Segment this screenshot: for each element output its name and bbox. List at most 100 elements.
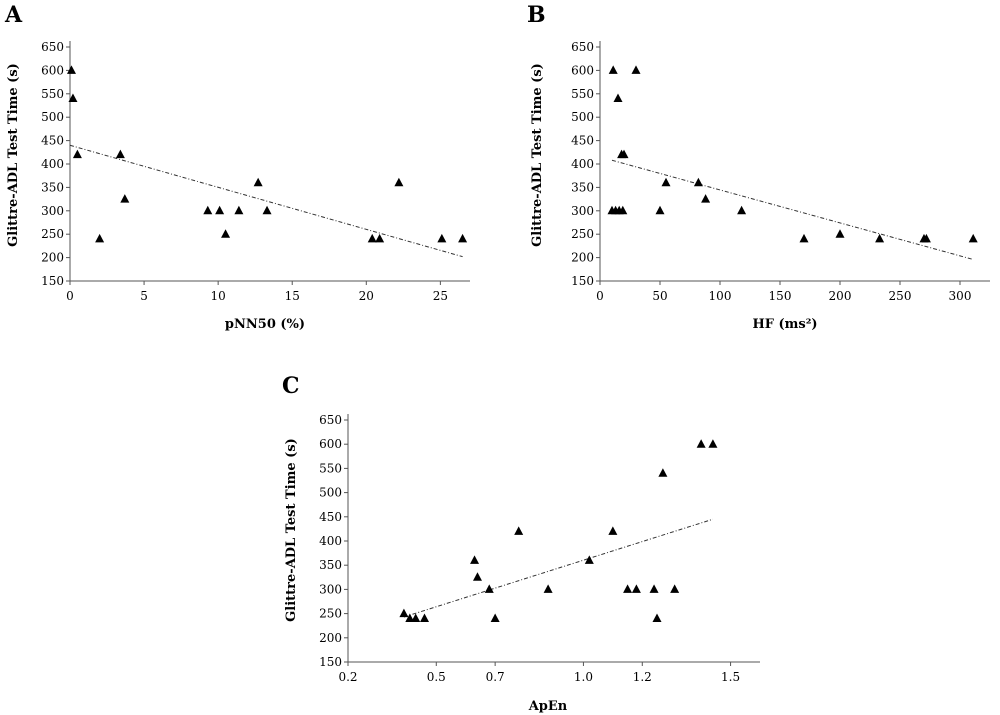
- panel-a-data-point: [262, 205, 272, 215]
- panel-c-x-tick-label: 0.5: [427, 670, 446, 684]
- panel-a-data-point: [221, 229, 231, 238]
- panel-a-data-point: [458, 233, 468, 243]
- panel-a-x-tick-label: 5: [140, 289, 148, 303]
- panel-c-y-tick-label: 600: [319, 437, 342, 451]
- panel-c-data-point: [670, 584, 680, 593]
- panel-c-data-point: [623, 584, 633, 593]
- panel-a-x-tick-label: 20: [359, 289, 374, 303]
- panel-a-data-point: [120, 194, 130, 203]
- panel-c-y-tick-label: 150: [319, 655, 342, 669]
- panel-b-x-axis-title: HF (ms²): [752, 317, 817, 332]
- panel-c-y-tick-label: 200: [319, 631, 342, 645]
- panel-b-data-point: [619, 149, 629, 159]
- panel-c-data-point: [696, 439, 706, 448]
- panel-c-x-tick-label: 0.7: [486, 670, 505, 684]
- panel-b-x-tick-label: 200: [829, 289, 852, 303]
- panel-b-y-tick-label: 650: [571, 40, 594, 54]
- panel-c-x-tick-label: 1.0: [574, 670, 593, 684]
- panel-b-y-tick-label: 300: [571, 204, 594, 218]
- panel-a-plot-area: 150 200 250 300 350 400 450 500 550 600 650 0 5 10 15 2…: [41, 40, 470, 303]
- panel-c-trendline: [403, 518, 714, 618]
- panel-b-data-point: [968, 233, 978, 243]
- panel-label-c: C: [282, 373, 300, 399]
- panel-b-data-point: [737, 205, 747, 215]
- panel-c-x-axis-title: ApEn: [528, 699, 568, 714]
- panel-b-x-tick-label: 0: [596, 289, 604, 303]
- panel-b-y-tick-label: 400: [571, 157, 594, 171]
- panel-a-data-point: [375, 233, 385, 243]
- panel-c-data-point: [649, 584, 659, 593]
- panel-b-data-point: [875, 233, 885, 243]
- panel-c-data-point: [399, 608, 409, 618]
- panel-b-data-point: [613, 93, 623, 102]
- panel-c-data-point: [490, 613, 500, 622]
- panel-b-y-tick-label: 250: [571, 227, 594, 241]
- panel-a-y-tick-label: 250: [41, 227, 64, 241]
- panel-c: C Glittre-ADL Test Time (s) ApEn 150 200 2…: [282, 373, 760, 714]
- panel-b-y-tick-label: 200: [571, 251, 594, 265]
- panel-a-y-tick-label: 450: [41, 134, 64, 148]
- panel-c-y-tick-label: 650: [319, 413, 342, 427]
- panel-b-data-point: [608, 65, 618, 74]
- panel-c-y-tick-label: 450: [319, 510, 342, 524]
- panel-a-y-tick-label: 600: [41, 63, 64, 77]
- panel-b-x-tick-label: 150: [769, 289, 792, 303]
- panel-a-data-point: [215, 205, 225, 215]
- panel-a-x-tick-label: 25: [433, 289, 448, 303]
- panel-c-y-tick-label: 500: [319, 486, 342, 500]
- panel-b-y-tick-label: 350: [571, 180, 594, 194]
- panel-b-y-tick-label: 600: [571, 63, 594, 77]
- panel-a-y-tick-label: 350: [41, 180, 64, 194]
- panel-a-x-tick-label: 15: [285, 289, 300, 303]
- panel-c-data-point: [631, 584, 641, 593]
- panel-c-data-point: [652, 613, 662, 622]
- panel-b-data-point: [655, 205, 665, 215]
- panel-c-x-tick-label: 1.2: [633, 670, 652, 684]
- panel-c-y-tick-label: 250: [319, 607, 342, 621]
- panel-b-data-point: [921, 233, 931, 243]
- panel-c-data-point: [405, 613, 415, 622]
- panel-b-data-point: [799, 233, 809, 243]
- panel-a-data-point: [95, 233, 105, 243]
- panel-a-y-tick-label: 150: [41, 274, 64, 288]
- panel-a-x-axis-title: pNN50 (%): [225, 317, 305, 332]
- panel-c-data-point: [658, 468, 668, 477]
- panel-b-data-point: [631, 65, 641, 74]
- panel-c-data-point: [472, 572, 482, 581]
- panel-label-a: A: [4, 2, 23, 28]
- panel-c-y-tick-label: 400: [319, 534, 342, 548]
- panel-b-y-tick-label: 450: [571, 134, 594, 148]
- panel-a-y-tick-label: 200: [41, 251, 64, 265]
- panel-c-data-point: [708, 439, 718, 448]
- panel-b-data-point: [835, 229, 845, 238]
- panel-a-data-point: [66, 65, 76, 74]
- panel-b-y-tick-label: 150: [571, 274, 594, 288]
- panel-c-data-point: [484, 584, 494, 593]
- panel-a-y-tick-label: 650: [41, 40, 64, 54]
- panel-b-x-tick-label: 300: [949, 289, 972, 303]
- panel-a-data-point: [203, 205, 213, 215]
- panel-a-y-tick-label: 550: [41, 87, 64, 101]
- panel-a-data-point: [437, 233, 447, 243]
- panel-c-x-tick-label: 1.5: [721, 670, 740, 684]
- panel-c-data-point: [543, 584, 553, 593]
- panel-a-data-point: [72, 149, 82, 159]
- panel-b-x-tick-label: 250: [889, 289, 912, 303]
- panel-a-data-point: [115, 149, 125, 159]
- panel-b: B Glittre-ADL Test Time (s) HF (ms²) 150…: [527, 2, 990, 332]
- panel-label-b: B: [527, 2, 546, 28]
- panel-c-data-point: [411, 613, 421, 622]
- panel-b-x-tick-label: 50: [652, 289, 667, 303]
- panel-a-data-point: [234, 205, 244, 215]
- panel-b-y-tick-label: 500: [571, 110, 594, 124]
- panel-b-data-point: [661, 177, 671, 187]
- panel-c-data-point: [514, 526, 524, 535]
- panel-a: A Glittre-ADL Test Time (s) pNN50 (%) 15…: [4, 2, 470, 332]
- panel-c-plot-area: 150 200 250 300 350 400 450 500 550 600 650 0.2 0.5 0…: [319, 413, 760, 684]
- panel-a-y-tick-label: 500: [41, 110, 64, 124]
- panel-a-y-tick-label: 300: [41, 204, 64, 218]
- panel-b-trendline: [611, 159, 974, 260]
- panel-c-y-tick-label: 550: [319, 461, 342, 475]
- panel-c-data-point: [584, 555, 594, 564]
